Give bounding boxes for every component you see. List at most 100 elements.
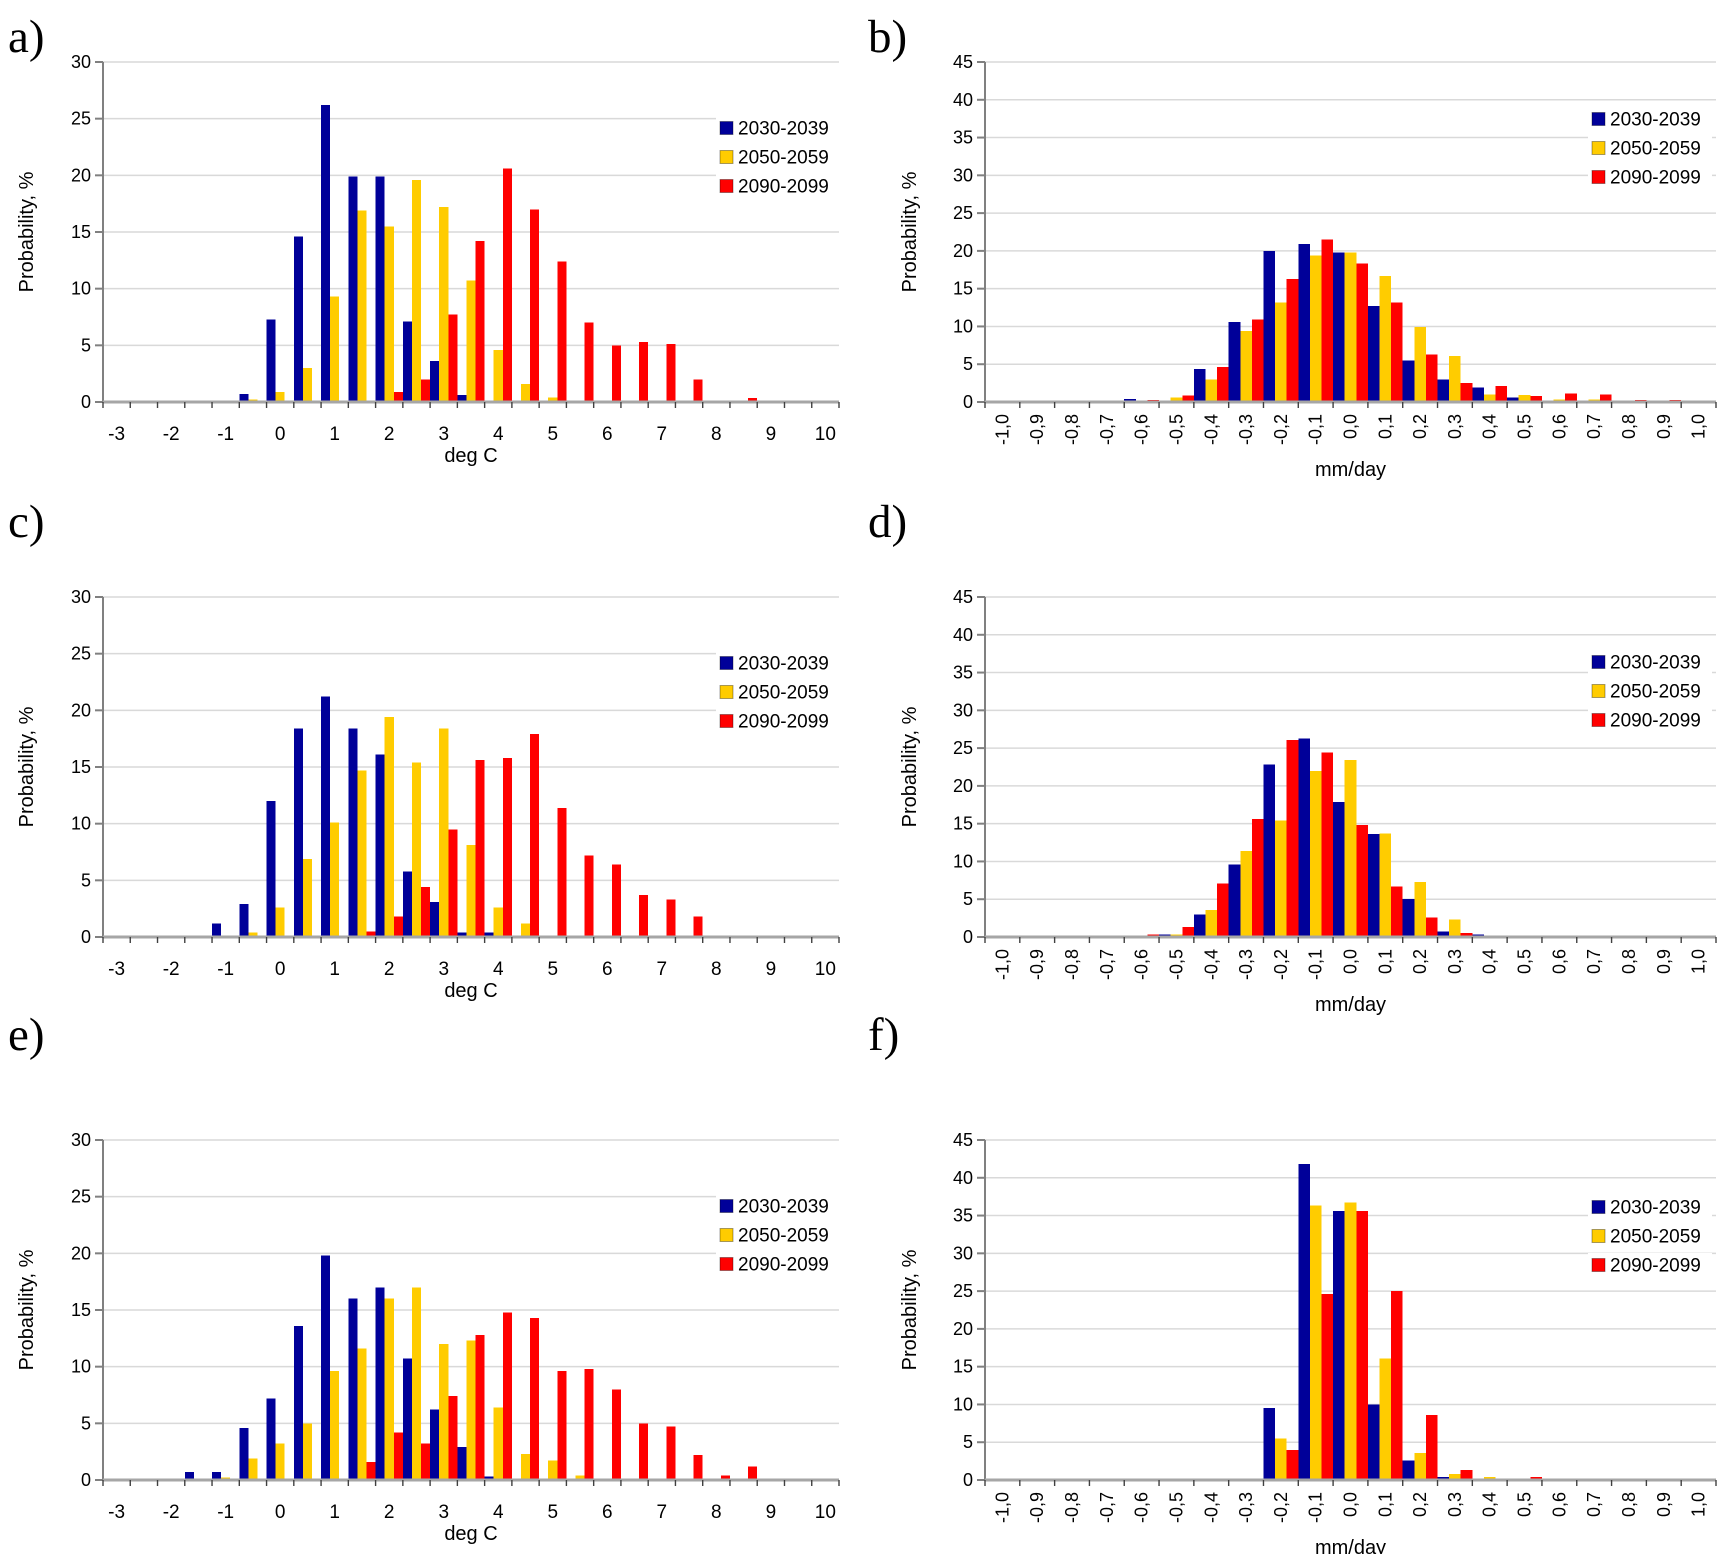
bar [748,398,758,402]
legend-row-bg [716,174,840,198]
bar [557,261,567,402]
bar [430,901,440,937]
bar [411,179,422,402]
bar [1217,883,1229,937]
legend-swatch [1591,1229,1606,1243]
bar [266,319,276,402]
bar [448,1396,458,1480]
legend-row-bg [716,1252,840,1276]
bar [1402,1460,1415,1480]
bar [1321,752,1334,937]
bar [302,1423,312,1480]
legend-swatch [719,656,734,670]
legend-row-bg [716,145,840,169]
bar [693,916,703,937]
bar [520,1453,531,1480]
bar [430,361,440,402]
x-tick-label: -0,4 [1201,949,1221,980]
bar [348,176,358,402]
bar [357,210,367,402]
y-tick-label: 25 [953,203,973,223]
x-tick-label: -0,7 [1097,414,1117,445]
bar [411,1287,422,1480]
bar [375,176,385,402]
y-tick-label: 15 [71,757,91,777]
y-tick-label: 25 [953,738,973,758]
bars-b [1124,239,1682,402]
bar [1170,397,1183,402]
gridlines-c [103,596,839,882]
x-tick-label: 6 [602,959,613,980]
bar [448,829,458,937]
bar [666,1426,676,1480]
bar [1263,764,1276,937]
panel-letter-f: f) [868,1009,899,1061]
bars-e [184,1255,758,1480]
panel-letter-d: d) [868,496,907,548]
bar [639,1423,649,1480]
bar [1240,850,1252,937]
x-tick-label: 0,3 [1445,414,1465,439]
x-tick-label: 8 [711,424,722,445]
panel-a: 0 5 10 15 20 25 30 -3 -2 -1 0 1 2 3 4 5 6 7 8 9 10 deg C Proba… [8,11,840,467]
legend-label: 2090-2099 [1610,1256,1701,1277]
legend-swatch [719,1228,734,1242]
bar [375,1287,385,1480]
y-tick-label: 30 [953,165,973,185]
bar [1263,1408,1276,1480]
axes-f: 0 5 10 15 20 25 30 35 40 45 [953,1130,1717,1490]
x-tick-label: -0,4 [1201,1492,1221,1523]
x-tick-label: 2 [384,959,395,980]
y-tick-label: 15 [71,222,91,242]
y-tick-label: 5 [81,335,91,355]
legend-swatch [719,121,734,135]
y-tick-label: 40 [953,90,973,110]
x-tick-label: -2 [163,959,180,980]
x-axis-title: deg C [444,980,497,1002]
x-tick-labels-f: -1,0 -0,9 -0,8 -0,7 -0,6 -0,5 -0,4 -0,3 -0,2 -0,1… [992,1492,1708,1523]
bar [475,241,485,402]
x-tick-label: -0,2 [1271,1492,1291,1523]
bar [1275,820,1287,937]
x-tick-label: 0,2 [1410,949,1430,974]
x-tick-label: 9 [766,424,777,445]
bar [393,1432,403,1480]
bar [1298,738,1310,937]
x-tick-label: 0,3 [1445,949,1465,974]
series-b-2050-2059 [1170,252,1600,402]
bar [293,236,303,402]
x-tick-label: -0,8 [1062,1492,1082,1523]
bar [530,209,540,402]
bar [1472,387,1484,402]
bar [457,1447,467,1480]
bar [1530,1476,1542,1480]
y-tick-label: 30 [71,52,91,72]
x-tick-label: 1,0 [1689,1492,1709,1517]
x-tick-label: -1,0 [992,949,1012,980]
bar [611,1389,621,1480]
panel-letter-b: b) [868,11,907,63]
bar [1449,919,1461,937]
x-tick-label: 2 [384,1502,395,1523]
bar [239,394,249,402]
y-axis-title: Probability, % [16,1249,38,1370]
x-tick-label: 1,0 [1689,949,1709,974]
x-axis-title: deg C [444,1523,497,1545]
legend-label: 2090-2099 [738,1255,829,1276]
legend-swatch [1591,170,1606,184]
bar [357,770,367,937]
y-tick-label: 15 [71,1300,91,1320]
x-tick-labels-a: -3 -2 -1 0 1 2 3 4 5 6 7 8 9 10 [108,424,836,445]
bar [466,1340,476,1480]
series-a-2030-2039 [239,105,467,403]
x-tick-label: 1 [329,1502,340,1523]
x-tick-label: -2 [163,424,180,445]
y-tick-label: 45 [953,1130,973,1150]
legend-row-bg [1588,1195,1712,1219]
bar [1124,398,1136,402]
x-tick-label: -0,3 [1236,949,1256,980]
bar [475,760,485,937]
x-tick-label: 0,1 [1375,1492,1395,1517]
x-tick-label: -0,8 [1062,414,1082,445]
bar [520,383,531,402]
